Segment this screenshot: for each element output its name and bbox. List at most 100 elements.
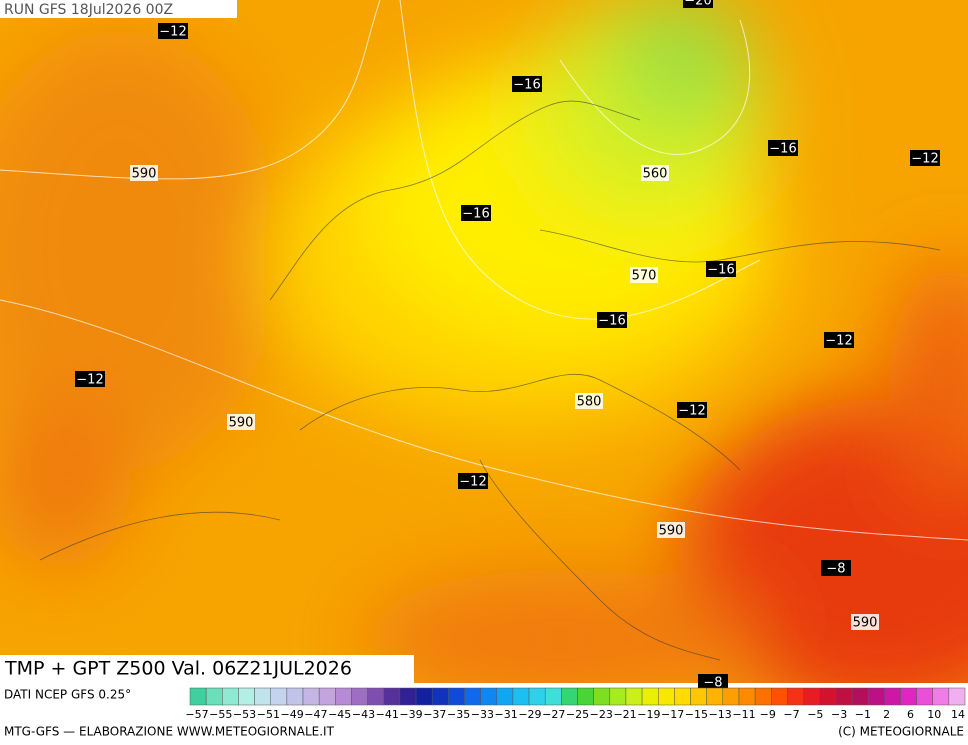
height-label-box bbox=[851, 614, 879, 630]
colorbar-swatch bbox=[302, 687, 320, 706]
header-box bbox=[0, 0, 237, 18]
temperature-label: −12 bbox=[911, 152, 938, 167]
temperature-label-box bbox=[512, 76, 542, 92]
height-label-box bbox=[641, 165, 669, 181]
temperature-label-box bbox=[706, 261, 736, 277]
height-label: 590 bbox=[229, 416, 254, 431]
colorbar-label: 6 bbox=[907, 708, 914, 721]
temperature-label: −12 bbox=[159, 25, 186, 40]
source-label: DATI NCEP GFS 0.25° bbox=[4, 688, 131, 702]
colorbar-label: −45 bbox=[328, 708, 351, 721]
colorbar-label: −55 bbox=[209, 708, 232, 721]
colorbar-label: −27 bbox=[542, 708, 565, 721]
height-label: 570 bbox=[632, 269, 657, 284]
colorbar-label: −7 bbox=[783, 708, 799, 721]
colorbar-label: −21 bbox=[613, 708, 636, 721]
colorbar-swatch bbox=[464, 687, 481, 706]
colorbar-swatch bbox=[641, 687, 659, 706]
height-label: 580 bbox=[577, 395, 602, 410]
colorbar-swatch bbox=[738, 687, 756, 706]
height-label-box bbox=[130, 165, 158, 181]
footer-right: (C) METEOGIORNALE bbox=[838, 725, 964, 739]
colorbar-label: −25 bbox=[566, 708, 589, 721]
colorbar-swatch bbox=[222, 687, 239, 706]
colorbar-label: −13 bbox=[709, 708, 732, 721]
colorbar-swatch bbox=[286, 687, 304, 706]
colorbar-label: −35 bbox=[447, 708, 470, 721]
colorbar-label: −29 bbox=[518, 708, 541, 721]
colorbar-label: −57 bbox=[185, 708, 208, 721]
colorbar-label: −15 bbox=[685, 708, 708, 721]
colorbar-label: 2 bbox=[883, 708, 890, 721]
colorbar-swatch bbox=[544, 687, 562, 706]
title-box bbox=[0, 655, 414, 683]
colorbar-label: −41 bbox=[376, 708, 399, 721]
colorbar-swatch bbox=[415, 687, 433, 706]
colorbar-swatch bbox=[270, 687, 288, 706]
colorbar-label: −31 bbox=[495, 708, 518, 721]
colorbar-label: −23 bbox=[590, 708, 613, 721]
map-title: TMP + GPT Z500 Val. 06Z21JUL2026 bbox=[4, 658, 352, 680]
temperature-label-box bbox=[461, 205, 491, 221]
colorbar-swatch bbox=[819, 687, 837, 706]
colorbar-label: −17 bbox=[661, 708, 684, 721]
colorbar-swatch bbox=[932, 687, 950, 706]
colorbar-swatch bbox=[884, 687, 901, 706]
colorbar-label: −3 bbox=[831, 708, 847, 721]
colorbar-swatch bbox=[803, 687, 820, 706]
colorbar-label: −19 bbox=[637, 708, 660, 721]
colorbar-swatch bbox=[787, 687, 804, 706]
colorbar-label: −43 bbox=[352, 708, 375, 721]
colorbar-swatch bbox=[512, 687, 530, 706]
colorbar-swatch bbox=[431, 687, 449, 706]
colorbar-swatch bbox=[851, 687, 869, 706]
temperature-label: −16 bbox=[513, 78, 540, 93]
temperature-label-box bbox=[158, 23, 188, 39]
temperature-label-box bbox=[677, 402, 707, 418]
temperature-label: −16 bbox=[598, 314, 625, 329]
colorbar-swatch bbox=[657, 687, 675, 706]
temperature-label: −8 bbox=[703, 676, 722, 691]
colorbar-swatch bbox=[367, 687, 384, 706]
height-label-box bbox=[630, 267, 658, 283]
temperature-label-box bbox=[698, 674, 728, 690]
temperature-label-box bbox=[824, 332, 854, 348]
colorbar-label: −33 bbox=[471, 708, 494, 721]
colorbar-swatch bbox=[625, 687, 643, 706]
temperature-label: −8 bbox=[826, 562, 845, 577]
colorbar-swatch bbox=[383, 687, 401, 706]
map-field bbox=[0, 0, 968, 683]
colorbar-label: −9 bbox=[760, 708, 776, 721]
colorbar: −57 −55 −53 −51 −49 −47 −45 −43 −41 −39 −37 −35 −33−… bbox=[185, 687, 966, 721]
colorbar-swatch bbox=[399, 687, 417, 706]
colorbar-label: 10 bbox=[927, 708, 941, 721]
colorbar-swatch bbox=[900, 687, 917, 706]
height-label-box bbox=[575, 393, 603, 409]
colorbar-swatch bbox=[189, 687, 207, 706]
height-label-box bbox=[657, 522, 685, 538]
temperature-label: −12 bbox=[825, 334, 852, 349]
footer-left: MTG-GFS — ELABORAZIONE WWW.METEOGIORNALE… bbox=[4, 725, 335, 739]
contour-labels: −20 −12 −16 −16 −12 −16 −16 −16 −12 −12 −12 −12 −8 −8… bbox=[75, 0, 940, 691]
temperature-label-box bbox=[683, 0, 713, 8]
temperature-label-box bbox=[597, 312, 627, 328]
colorbar-swatch bbox=[835, 687, 853, 706]
colorbar-swatch bbox=[318, 687, 336, 706]
height-label: 590 bbox=[853, 616, 878, 631]
temperature-label-box bbox=[458, 473, 488, 489]
colorbar-swatch bbox=[771, 687, 788, 706]
temperature-label: −12 bbox=[76, 373, 103, 388]
height-label-box bbox=[227, 414, 255, 430]
colorbar-swatch bbox=[948, 687, 966, 706]
colorbar-swatch bbox=[335, 687, 352, 706]
colorbar-swatch bbox=[690, 687, 707, 706]
colorbar-label: −1 bbox=[855, 708, 871, 721]
colorbar-label: −51 bbox=[257, 708, 280, 721]
colorbar-label: −47 bbox=[304, 708, 327, 721]
colorbar-swatch bbox=[674, 687, 691, 706]
colorbar-label: −39 bbox=[399, 708, 422, 721]
colorbar-swatch bbox=[254, 687, 271, 706]
colorbar-label: −5 bbox=[807, 708, 823, 721]
colorbar-swatch bbox=[577, 687, 594, 706]
